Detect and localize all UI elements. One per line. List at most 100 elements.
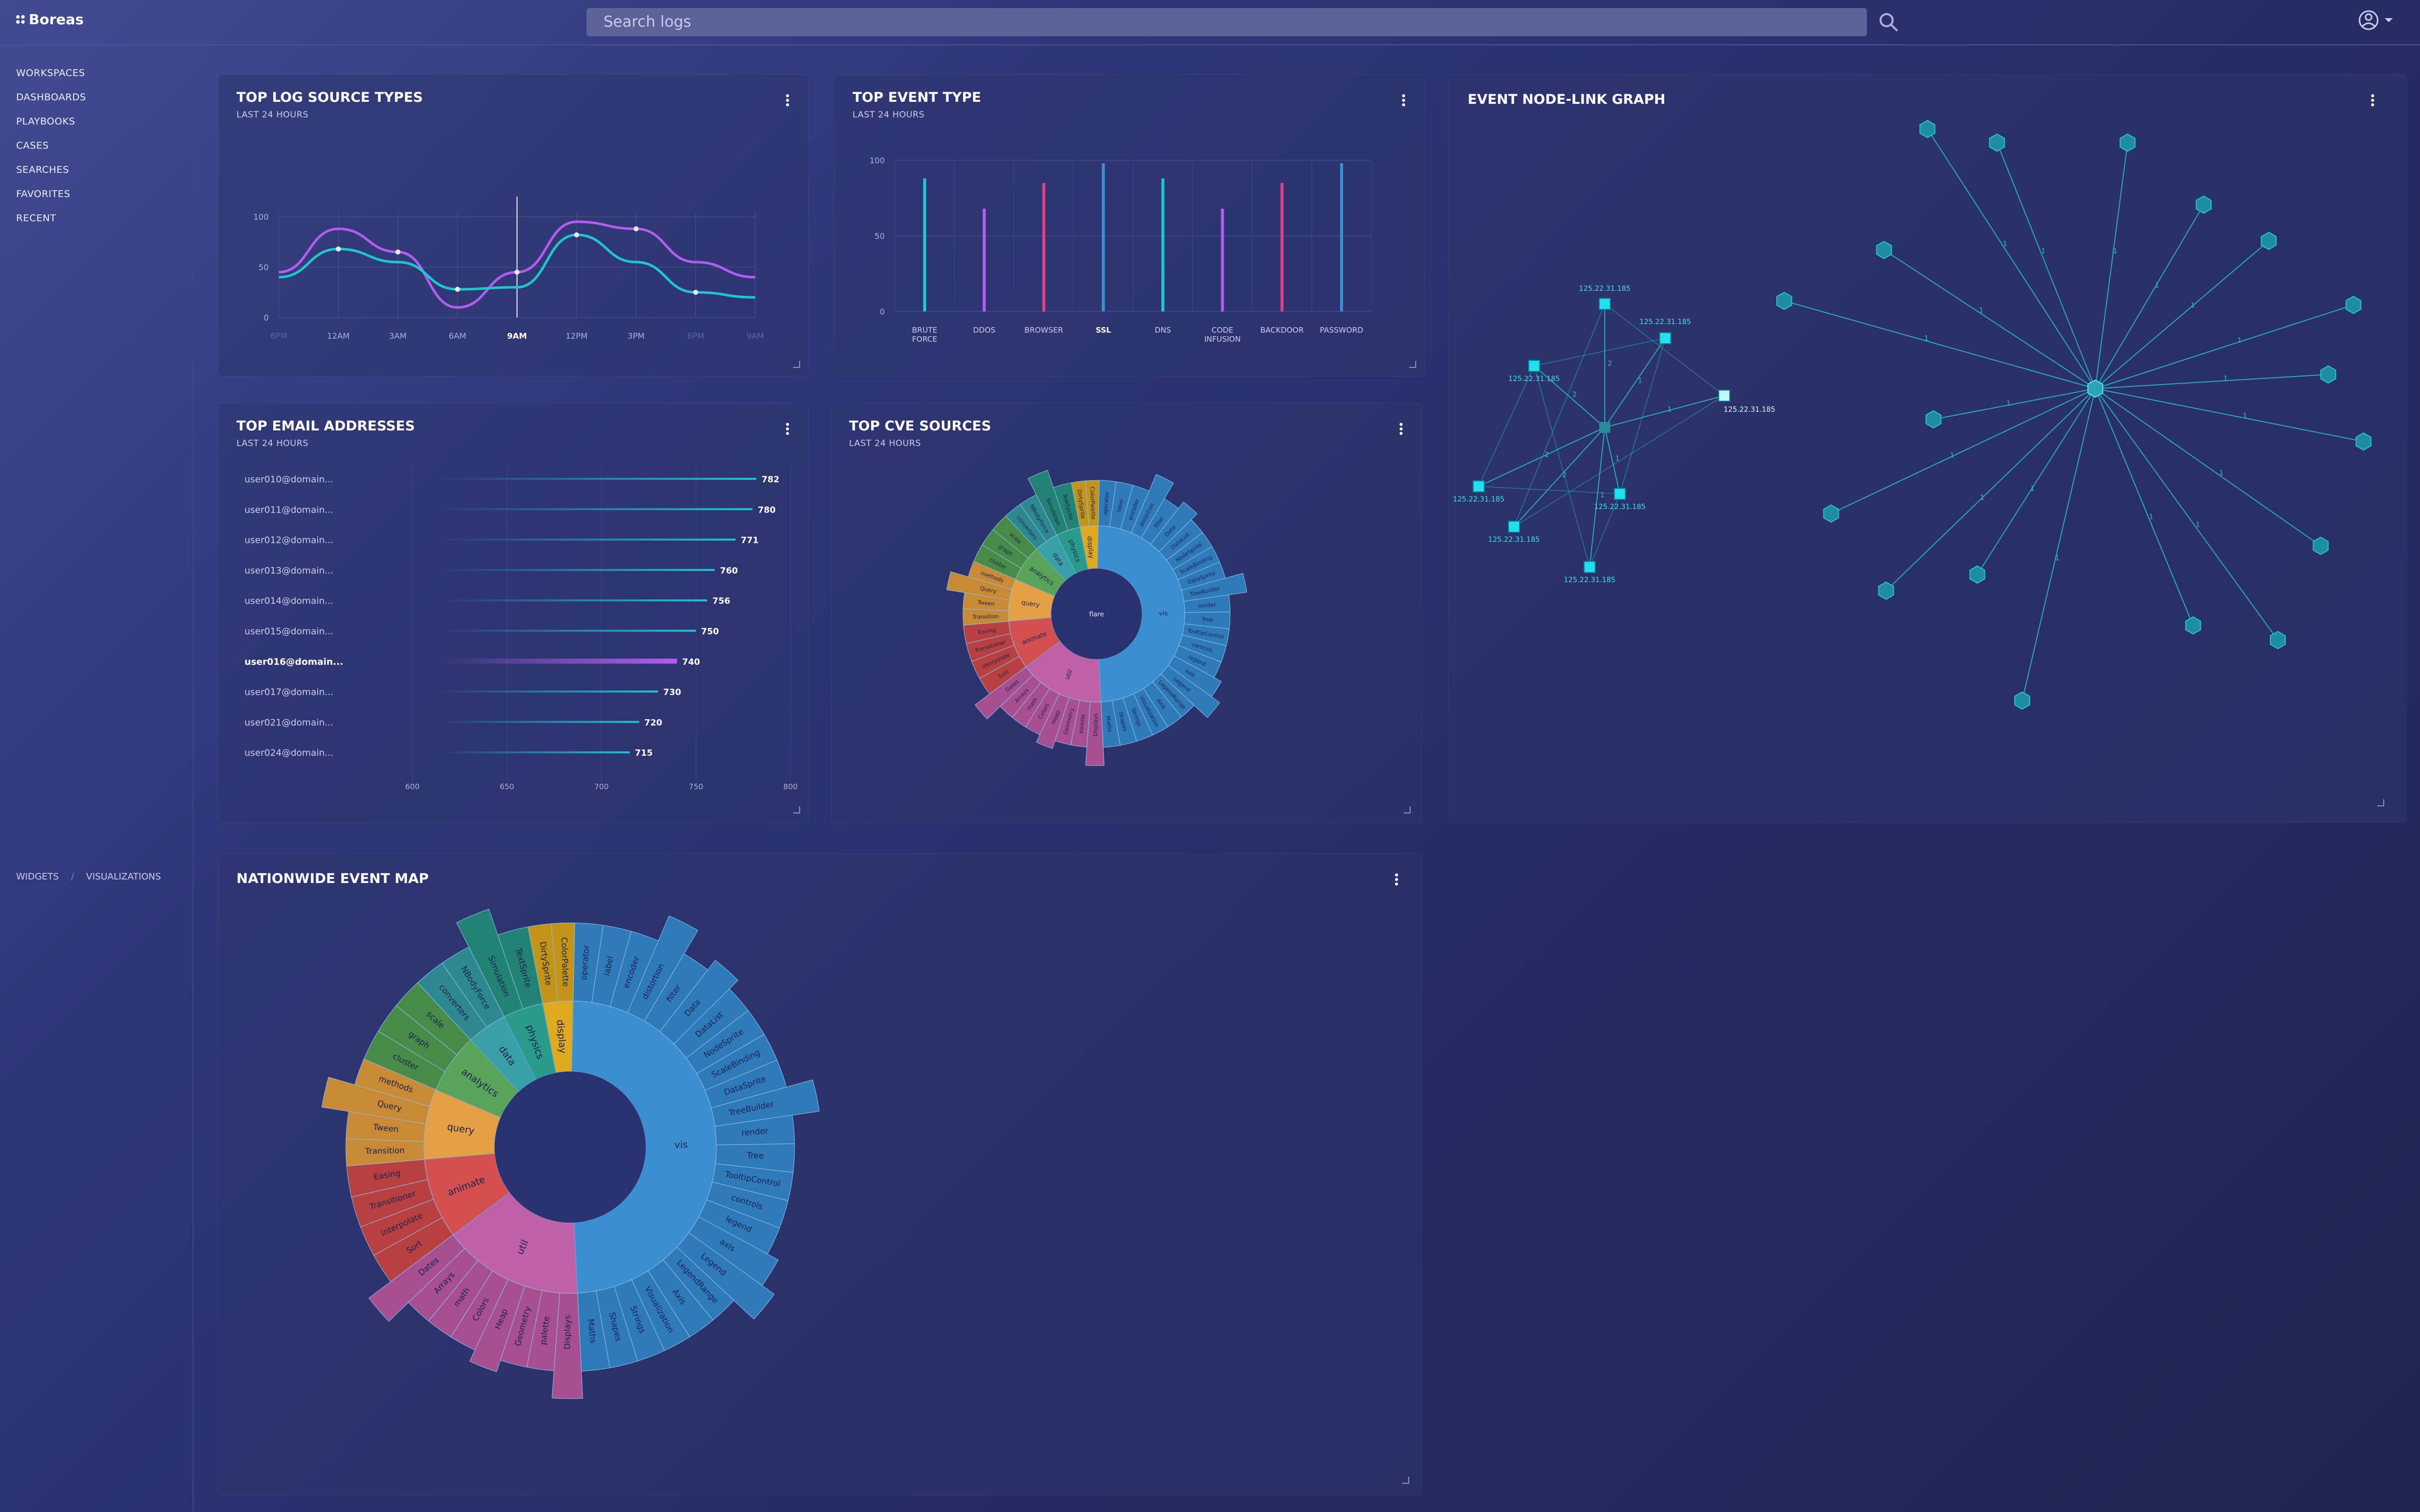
app-logo[interactable]: Boreas <box>16 11 84 28</box>
logo-icon <box>16 15 25 24</box>
edge <box>1534 338 1666 366</box>
leaf-48 <box>1085 480 1100 527</box>
leaf-10 <box>1181 573 1247 602</box>
email-bar-chart: 600 650 700 750 800 user010@domain... 782 user0… <box>245 466 798 791</box>
x-tick-label: 3AM <box>389 331 407 341</box>
more-options-icon[interactable] <box>1396 421 1407 436</box>
node <box>1659 332 1671 344</box>
hex-node <box>2270 631 2286 650</box>
more-options-icon[interactable] <box>2367 93 2378 108</box>
leaf-3 <box>1131 474 1174 538</box>
x-tick-label: BRUTE <box>912 326 937 335</box>
value-label: 740 <box>682 657 700 667</box>
bar-8 <box>438 721 639 723</box>
x-tick-label: BACKDOOR <box>1260 326 1304 335</box>
edge <box>2095 388 2321 546</box>
bar-ddos <box>983 209 986 311</box>
sidebar-item-cases[interactable]: CASES <box>16 140 49 151</box>
edge-label: 1 <box>2223 375 2227 383</box>
leaf-label: ColorPalette <box>560 937 571 987</box>
x-tick-label: 6PM <box>270 331 287 341</box>
resize-handle[interactable] <box>2377 799 2384 806</box>
breadcrumb-separator: / <box>71 871 74 882</box>
more-options-icon[interactable] <box>1391 872 1402 887</box>
edge-label: 1 <box>2155 282 2159 289</box>
search-icon[interactable] <box>1877 10 1902 35</box>
sidebar-item-dashboards[interactable]: DASHBOARDS <box>16 92 86 103</box>
sidebar-item-workspaces[interactable]: WORKSPACES <box>16 68 85 79</box>
panel-subtitle: LAST 24 HOURS <box>849 438 921 449</box>
leaf-24 <box>552 1292 583 1399</box>
sidebar-item-searches[interactable]: SEARCHES <box>16 164 69 175</box>
resize-handle[interactable] <box>1409 361 1416 368</box>
edge-label: 1 <box>2149 514 2153 521</box>
search-input[interactable]: Search logs <box>586 8 1867 36</box>
panel-title: TOP EMAIL ADDRESSES <box>236 418 415 434</box>
value-label: 720 <box>644 718 662 728</box>
resize-handle[interactable] <box>793 806 800 813</box>
x-tick-label: 750 <box>689 782 703 791</box>
bar-backdoor <box>1280 183 1284 311</box>
edge <box>1619 338 1666 494</box>
user-icon <box>2358 10 2379 30</box>
bar-3 <box>438 569 715 571</box>
bar-brute-force <box>923 178 927 311</box>
edge-label: 1 <box>2003 240 2007 248</box>
leaf-17 <box>1160 665 1220 718</box>
y-tick-label: 0 <box>264 313 269 323</box>
x-tick-label: BROWSER <box>1024 326 1063 335</box>
panel-title: TOP CVE SOURCES <box>849 418 991 434</box>
hex-node <box>2120 133 2136 152</box>
series-line-teal <box>278 233 756 299</box>
segment-label: vis <box>675 1140 688 1151</box>
sidebar-item-recent[interactable]: RECENT <box>16 213 56 224</box>
edge <box>1589 493 1620 568</box>
category-label: user011@domain... <box>245 505 333 515</box>
sidebar-nav: WORKSPACES DASHBOARDS PLAYBOOKS CASES SE… <box>16 68 86 237</box>
segment-label: display <box>1086 536 1096 559</box>
more-options-icon[interactable] <box>782 421 793 436</box>
x-tick-label: 12AM <box>327 331 350 341</box>
node <box>1528 360 1540 372</box>
bar-6 <box>438 658 677 664</box>
sidebar-item-favorites[interactable]: FAVORITES <box>16 188 71 200</box>
hex-node <box>1919 119 1935 139</box>
event-type-panel: TOP EVENT TYPE LAST 24 HOURS 0 50 100 BRUTE… <box>834 75 1424 376</box>
top-bar: Boreas Search logs <box>0 0 2420 45</box>
log-sources-panel: TOP LOG SOURCE TYPES LAST 24 HOURS 0 50 10… <box>218 75 808 376</box>
value-label: 771 <box>741 536 759 546</box>
breadcrumb-widgets[interactable]: WIDGETS <box>16 871 59 882</box>
node-label: 125.22.31.185 <box>1724 406 1775 414</box>
edge-label: 1 <box>2196 521 2200 529</box>
x-tick-label: 12PM <box>566 331 588 341</box>
resize-handle[interactable] <box>1402 1477 1409 1484</box>
edge <box>1886 388 2096 591</box>
edge-label: 1 <box>2219 470 2223 477</box>
resize-handle[interactable] <box>1404 806 1411 813</box>
edge <box>1831 388 2096 514</box>
leaf-10 <box>710 1079 820 1127</box>
edge-label: 1 <box>1668 406 1672 414</box>
bar-9 <box>438 751 630 753</box>
hex-node <box>2345 295 2362 314</box>
edge <box>1977 388 2096 575</box>
resize-handle[interactable] <box>793 361 800 368</box>
more-options-icon[interactable] <box>782 93 793 108</box>
panel-title: TOP LOG SOURCE TYPES <box>236 90 423 105</box>
edge <box>2095 388 2278 641</box>
edge <box>1927 129 2096 389</box>
user-menu-button[interactable] <box>2355 8 2396 34</box>
edge-label: 1 <box>1980 494 1984 502</box>
edge <box>2095 204 2204 389</box>
sidebar-item-playbooks[interactable]: PLAYBOOKS <box>16 116 76 127</box>
y-tick-label: 50 <box>259 263 269 272</box>
breadcrumb-visualizations[interactable]: VISUALIZATIONS <box>86 871 161 882</box>
bar-browser <box>1042 183 1046 311</box>
category-label: user010@domain... <box>245 474 333 485</box>
x-tick-label: INFUSION <box>1204 335 1241 344</box>
more-options-icon[interactable] <box>1398 93 1409 108</box>
bar-ssl <box>1102 163 1105 311</box>
node-label: 125.22.31.185 <box>1488 536 1540 544</box>
category-label: user014@domain... <box>245 596 333 606</box>
